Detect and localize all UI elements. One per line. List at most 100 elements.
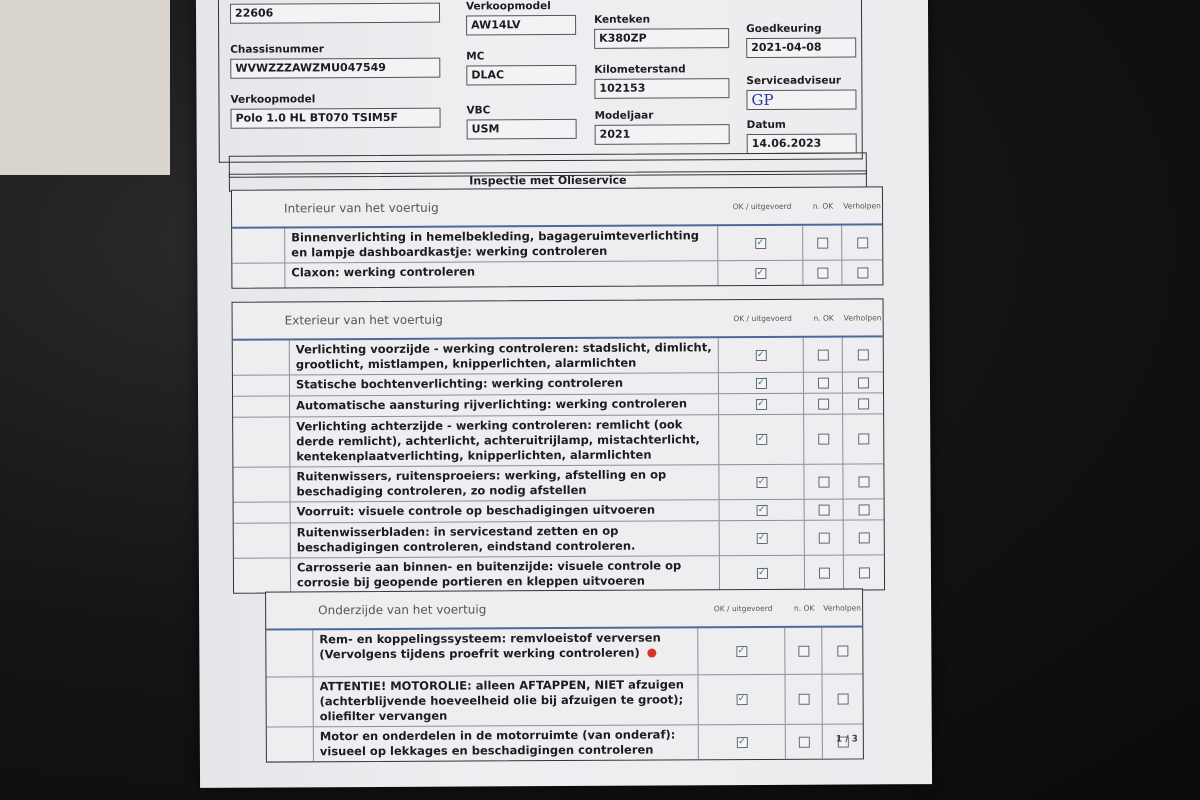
row-text: ATTENTIE! MOTOROLIE: alleen AFTAPPEN, NI…	[319, 677, 684, 724]
checkbox-empty[interactable]	[857, 348, 869, 360]
column-header-ok: OK / uitgevoerd	[713, 603, 773, 613]
checkbox-empty[interactable]	[797, 645, 809, 657]
section-title: Exterieur van het voertuig	[284, 312, 443, 328]
checkbox-empty[interactable]	[818, 532, 830, 544]
row-gutter	[233, 467, 291, 502]
cell-fix	[843, 393, 883, 413]
checklist-row: Binnenverlichting in hemelbekleding, bag…	[232, 225, 883, 264]
section-header: Exterieur van het voertuig OK / uitgevoer…	[232, 299, 883, 341]
section-0: Interieur van het voertuig OK / uitgevoer…	[230, 186, 884, 289]
checkbox-checked[interactable]: ✓	[735, 645, 747, 657]
field-verkoopmodel: Verkoopmodel Polo 1.0 HL BT070 TSIM5F	[230, 93, 441, 129]
checkbox-empty[interactable]	[818, 567, 830, 579]
checkbox-empty[interactable]	[857, 475, 870, 487]
cell-ok: ✓	[719, 520, 805, 556]
checkbox-empty[interactable]	[817, 349, 829, 361]
checkbox-empty[interactable]	[836, 645, 848, 657]
column-header-nok: n. OK	[793, 603, 815, 613]
section-1: Exterieur van het voertuig OK / uitgevoer…	[231, 298, 886, 594]
checkbox-checked[interactable]: ✓	[755, 476, 768, 488]
checkbox-checked[interactable]: ✓	[755, 433, 767, 445]
field-value: 2021	[594, 124, 730, 145]
row-description: Binnenverlichting in hemelbekleding, bag…	[285, 226, 719, 263]
cell-nok	[785, 724, 823, 759]
cell-ok: ✓	[698, 627, 786, 675]
column-header-ok: OK / uitgevoerd	[733, 313, 792, 323]
field-value: AW14LV	[466, 14, 577, 36]
checkbox-checked[interactable]: ✓	[756, 532, 768, 544]
checkbox-empty[interactable]	[857, 376, 869, 388]
cell-fix	[843, 464, 883, 498]
checkbox-checked[interactable]: ✓	[755, 398, 767, 410]
checkbox-empty[interactable]	[837, 693, 849, 705]
checkbox-empty[interactable]	[858, 531, 870, 543]
checkbox-empty[interactable]	[856, 266, 868, 278]
cell-ok: ✓	[718, 260, 804, 286]
checkbox-checked[interactable]: ✓	[736, 694, 748, 706]
cell-ok: ✓	[719, 499, 805, 521]
checkbox-empty[interactable]	[798, 693, 810, 705]
cell-fix	[843, 337, 883, 371]
checkbox-checked[interactable]: ✓	[754, 267, 766, 279]
checkbox-checked[interactable]: ✓	[755, 377, 767, 389]
checkbox-checked[interactable]: ✓	[736, 736, 748, 748]
cell-fix	[843, 414, 883, 463]
row-gutter	[233, 396, 291, 417]
checkbox-empty[interactable]	[817, 377, 829, 389]
checkbox-empty[interactable]	[856, 236, 868, 248]
row-gutter	[233, 417, 291, 467]
checkbox-checked[interactable]: ✓	[756, 504, 768, 516]
field-modeljaar: Modeljaar 2021	[595, 109, 730, 145]
field-nummer: 22606	[229, 2, 441, 24]
checkbox-empty[interactable]	[858, 566, 870, 578]
checkbox-empty[interactable]	[816, 267, 828, 279]
checkbox-empty[interactable]	[817, 433, 829, 445]
cell-nok	[803, 260, 843, 285]
row-description: Automatische aansturing rijverlichting: …	[290, 394, 720, 417]
cell-ok: ✓	[718, 372, 805, 394]
checkbox-checked[interactable]: ✓	[756, 567, 768, 579]
column-header-nok: n. OK	[812, 201, 834, 211]
cell-fix	[822, 674, 862, 723]
row-gutter	[232, 263, 286, 288]
background-wall	[0, 0, 170, 175]
checkbox-empty[interactable]	[818, 504, 830, 516]
row-description: Voorruit: visuele controle op beschadigi…	[290, 500, 720, 523]
section-header: Onderzijde van het voertuig OK / uitgevoe…	[266, 589, 863, 631]
checklist-row: Ruitenwissers, ruitensproeiers: werking,…	[233, 464, 884, 503]
row-text: Claxon: werking controleren	[291, 264, 476, 280]
row-text: Ruitenwisserbladen: in servicestand zett…	[296, 523, 636, 555]
row-text: Verlichting voorzijde - werking controle…	[295, 340, 712, 372]
cell-ok: ✓	[719, 414, 805, 465]
red-marker-icon	[647, 648, 657, 658]
checkbox-empty[interactable]	[816, 237, 828, 249]
section-title: Onderzijde van het voertuig	[318, 602, 487, 618]
cell-nok	[785, 674, 823, 724]
row-text: Verlichting achterzijde - werking contro…	[296, 417, 700, 464]
cell-fix	[844, 555, 884, 589]
cell-fix	[843, 372, 883, 392]
row-description: ATTENTIE! MOTOROLIE: alleen AFTAPPEN, NI…	[313, 675, 699, 727]
cell-ok: ✓	[719, 393, 805, 415]
checklist-row: Carrosserie aan binnen- en buitenzijde: …	[233, 555, 884, 593]
row-description: Ruitenwissers, ruitensproeiers: werking,…	[290, 465, 720, 502]
checkbox-empty[interactable]	[857, 433, 869, 445]
cell-ok: ✓	[719, 464, 805, 500]
field-value: GP	[746, 89, 857, 111]
checkbox-checked[interactable]: ✓	[754, 237, 766, 249]
cell-fix	[842, 260, 882, 284]
checkbox-empty[interactable]	[858, 503, 870, 515]
checkbox-empty[interactable]	[798, 736, 810, 748]
checkbox-checked[interactable]: ✓	[755, 349, 767, 361]
checkbox-empty[interactable]	[817, 398, 829, 410]
field-label: Modeljaar	[594, 109, 654, 122]
field-serviceadviseur: Serviceadviseur GP	[746, 74, 857, 111]
cell-nok	[804, 520, 844, 555]
checkbox-empty[interactable]	[857, 397, 869, 409]
row-text: Motor en onderdelen in de motorruimte (v…	[319, 727, 676, 759]
cell-ok: ✓	[698, 674, 786, 725]
checkbox-empty[interactable]	[817, 476, 830, 488]
field-value: Polo 1.0 HL BT070 TSIM5F	[230, 107, 441, 129]
row-gutter	[232, 228, 286, 263]
cell-fix	[844, 499, 884, 519]
